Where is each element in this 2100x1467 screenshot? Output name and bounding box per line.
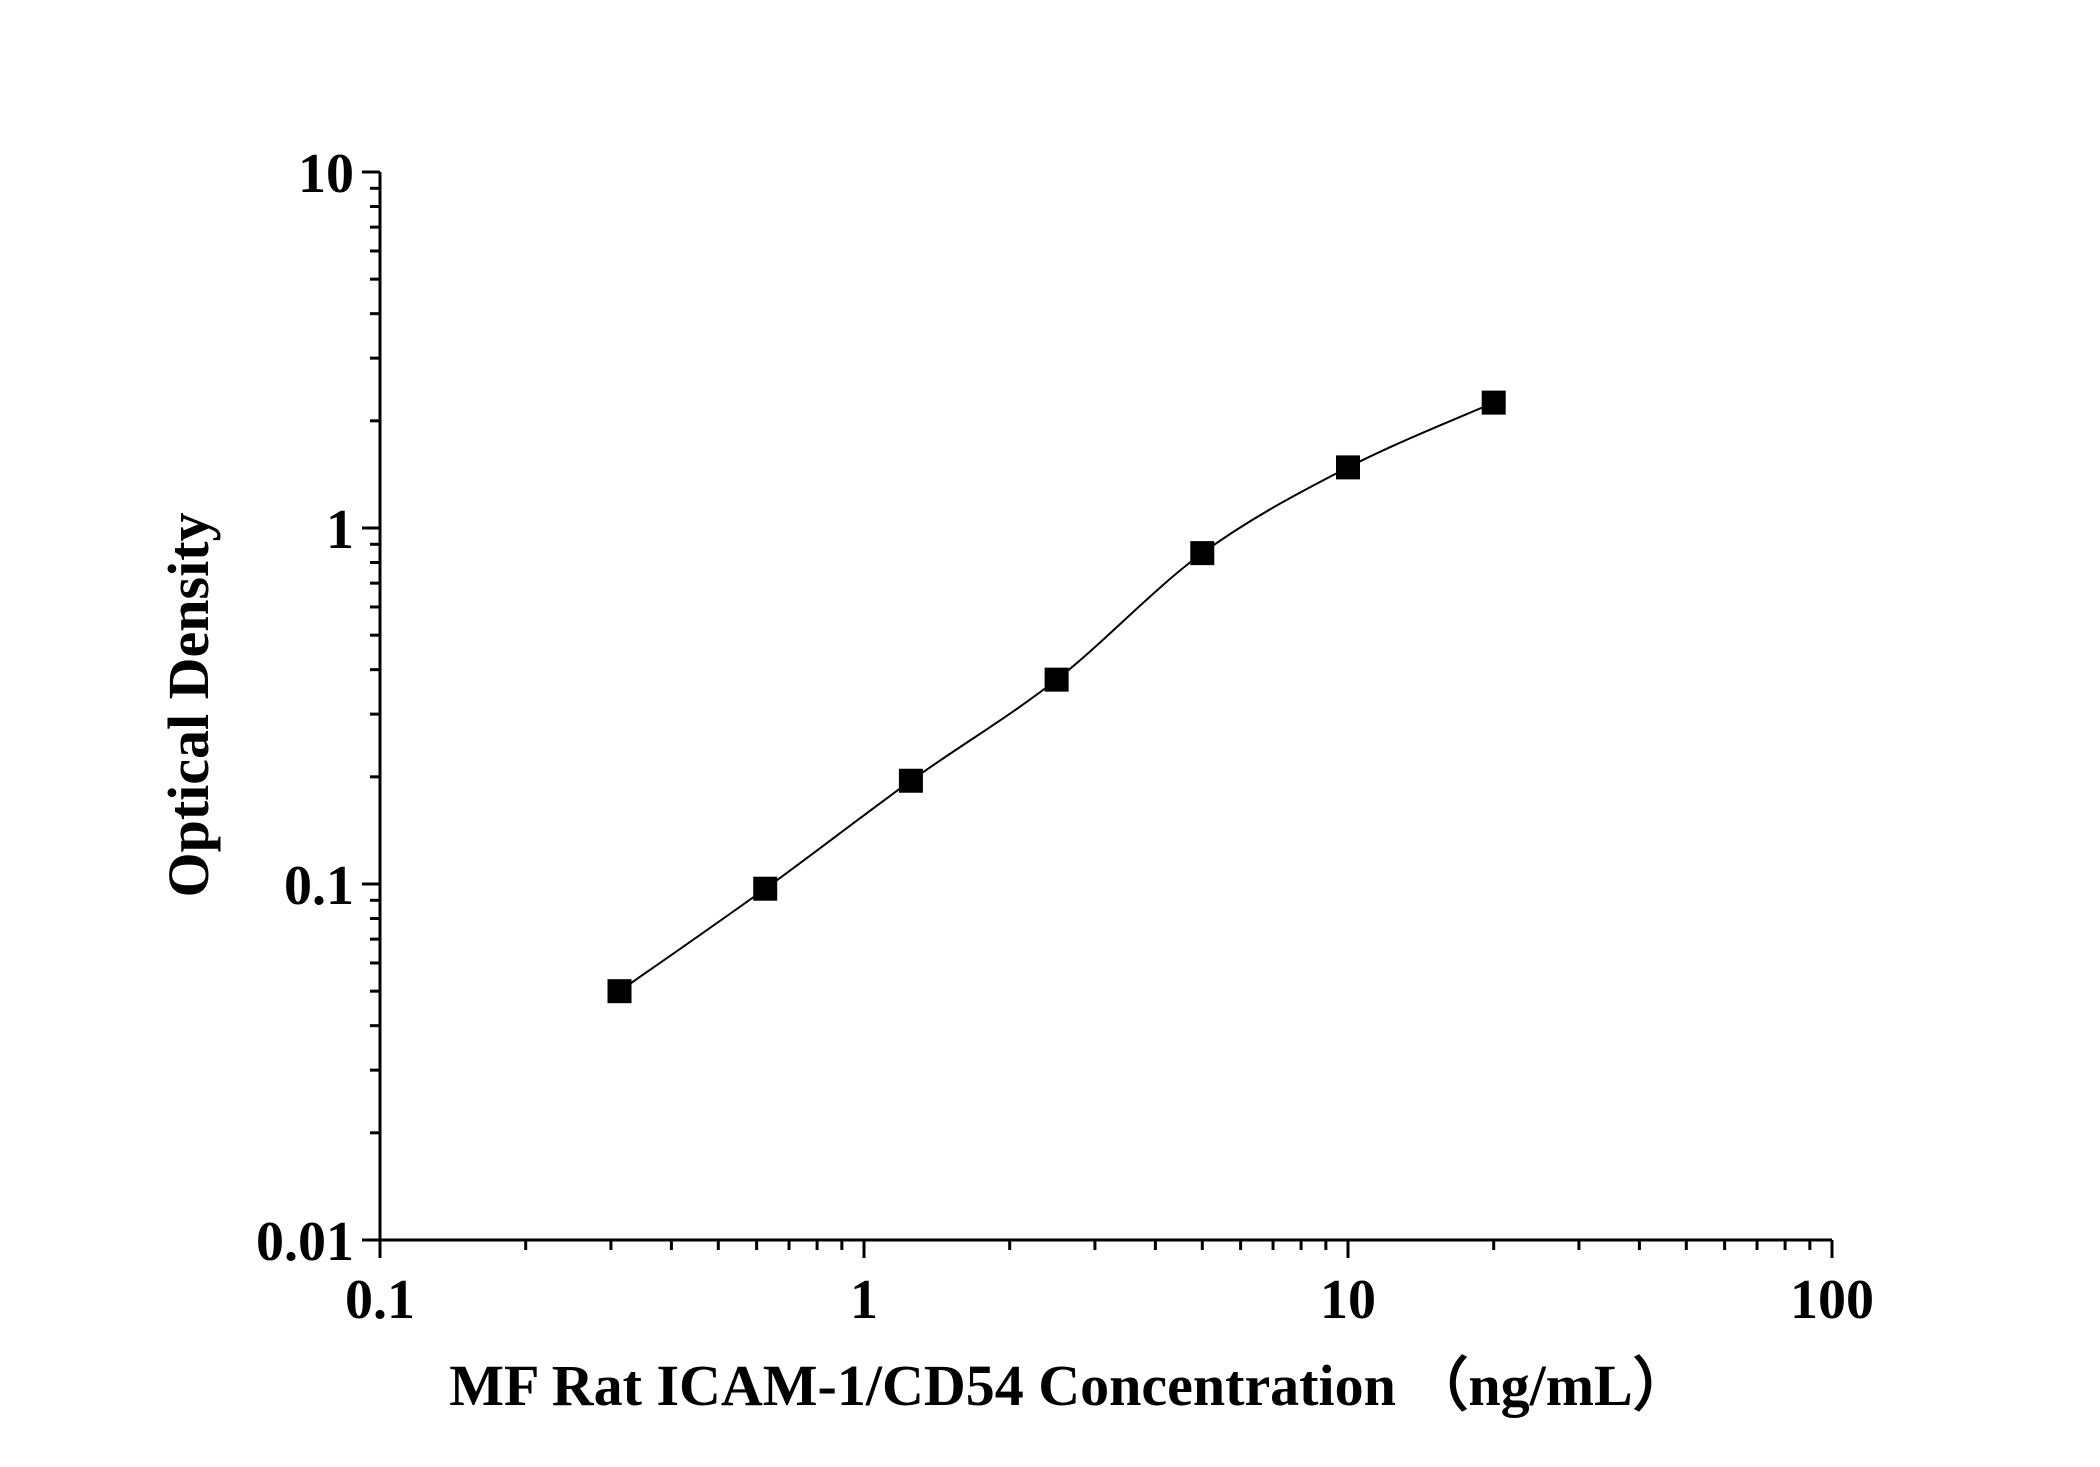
x-tick-label: 0.1 [345,1269,415,1331]
x-tick-label: 100 [1790,1269,1874,1331]
data-point [1336,455,1360,480]
x-axis-title: MF Rat ICAM-1/CD54 Concentration （ng/mL） [449,1353,1691,1418]
y-tick-label: 0.1 [284,855,354,917]
y-tick-label: 10 [298,143,354,205]
x-tick-label: 1 [850,1269,878,1331]
data-point [753,876,778,901]
axes [378,172,1832,1242]
axis-ticks [362,170,1834,1258]
y-axis-title: Optical Density [156,512,221,897]
data-point [1481,390,1506,415]
data-point [1190,541,1215,566]
y-tick-label: 1 [326,499,354,561]
data-point [1044,667,1069,692]
data-point [898,768,923,793]
data-points [607,390,1506,1004]
y-tick-label: 0.01 [256,1211,354,1273]
data-point [607,979,632,1004]
x-tick-label: 10 [1320,1269,1376,1331]
